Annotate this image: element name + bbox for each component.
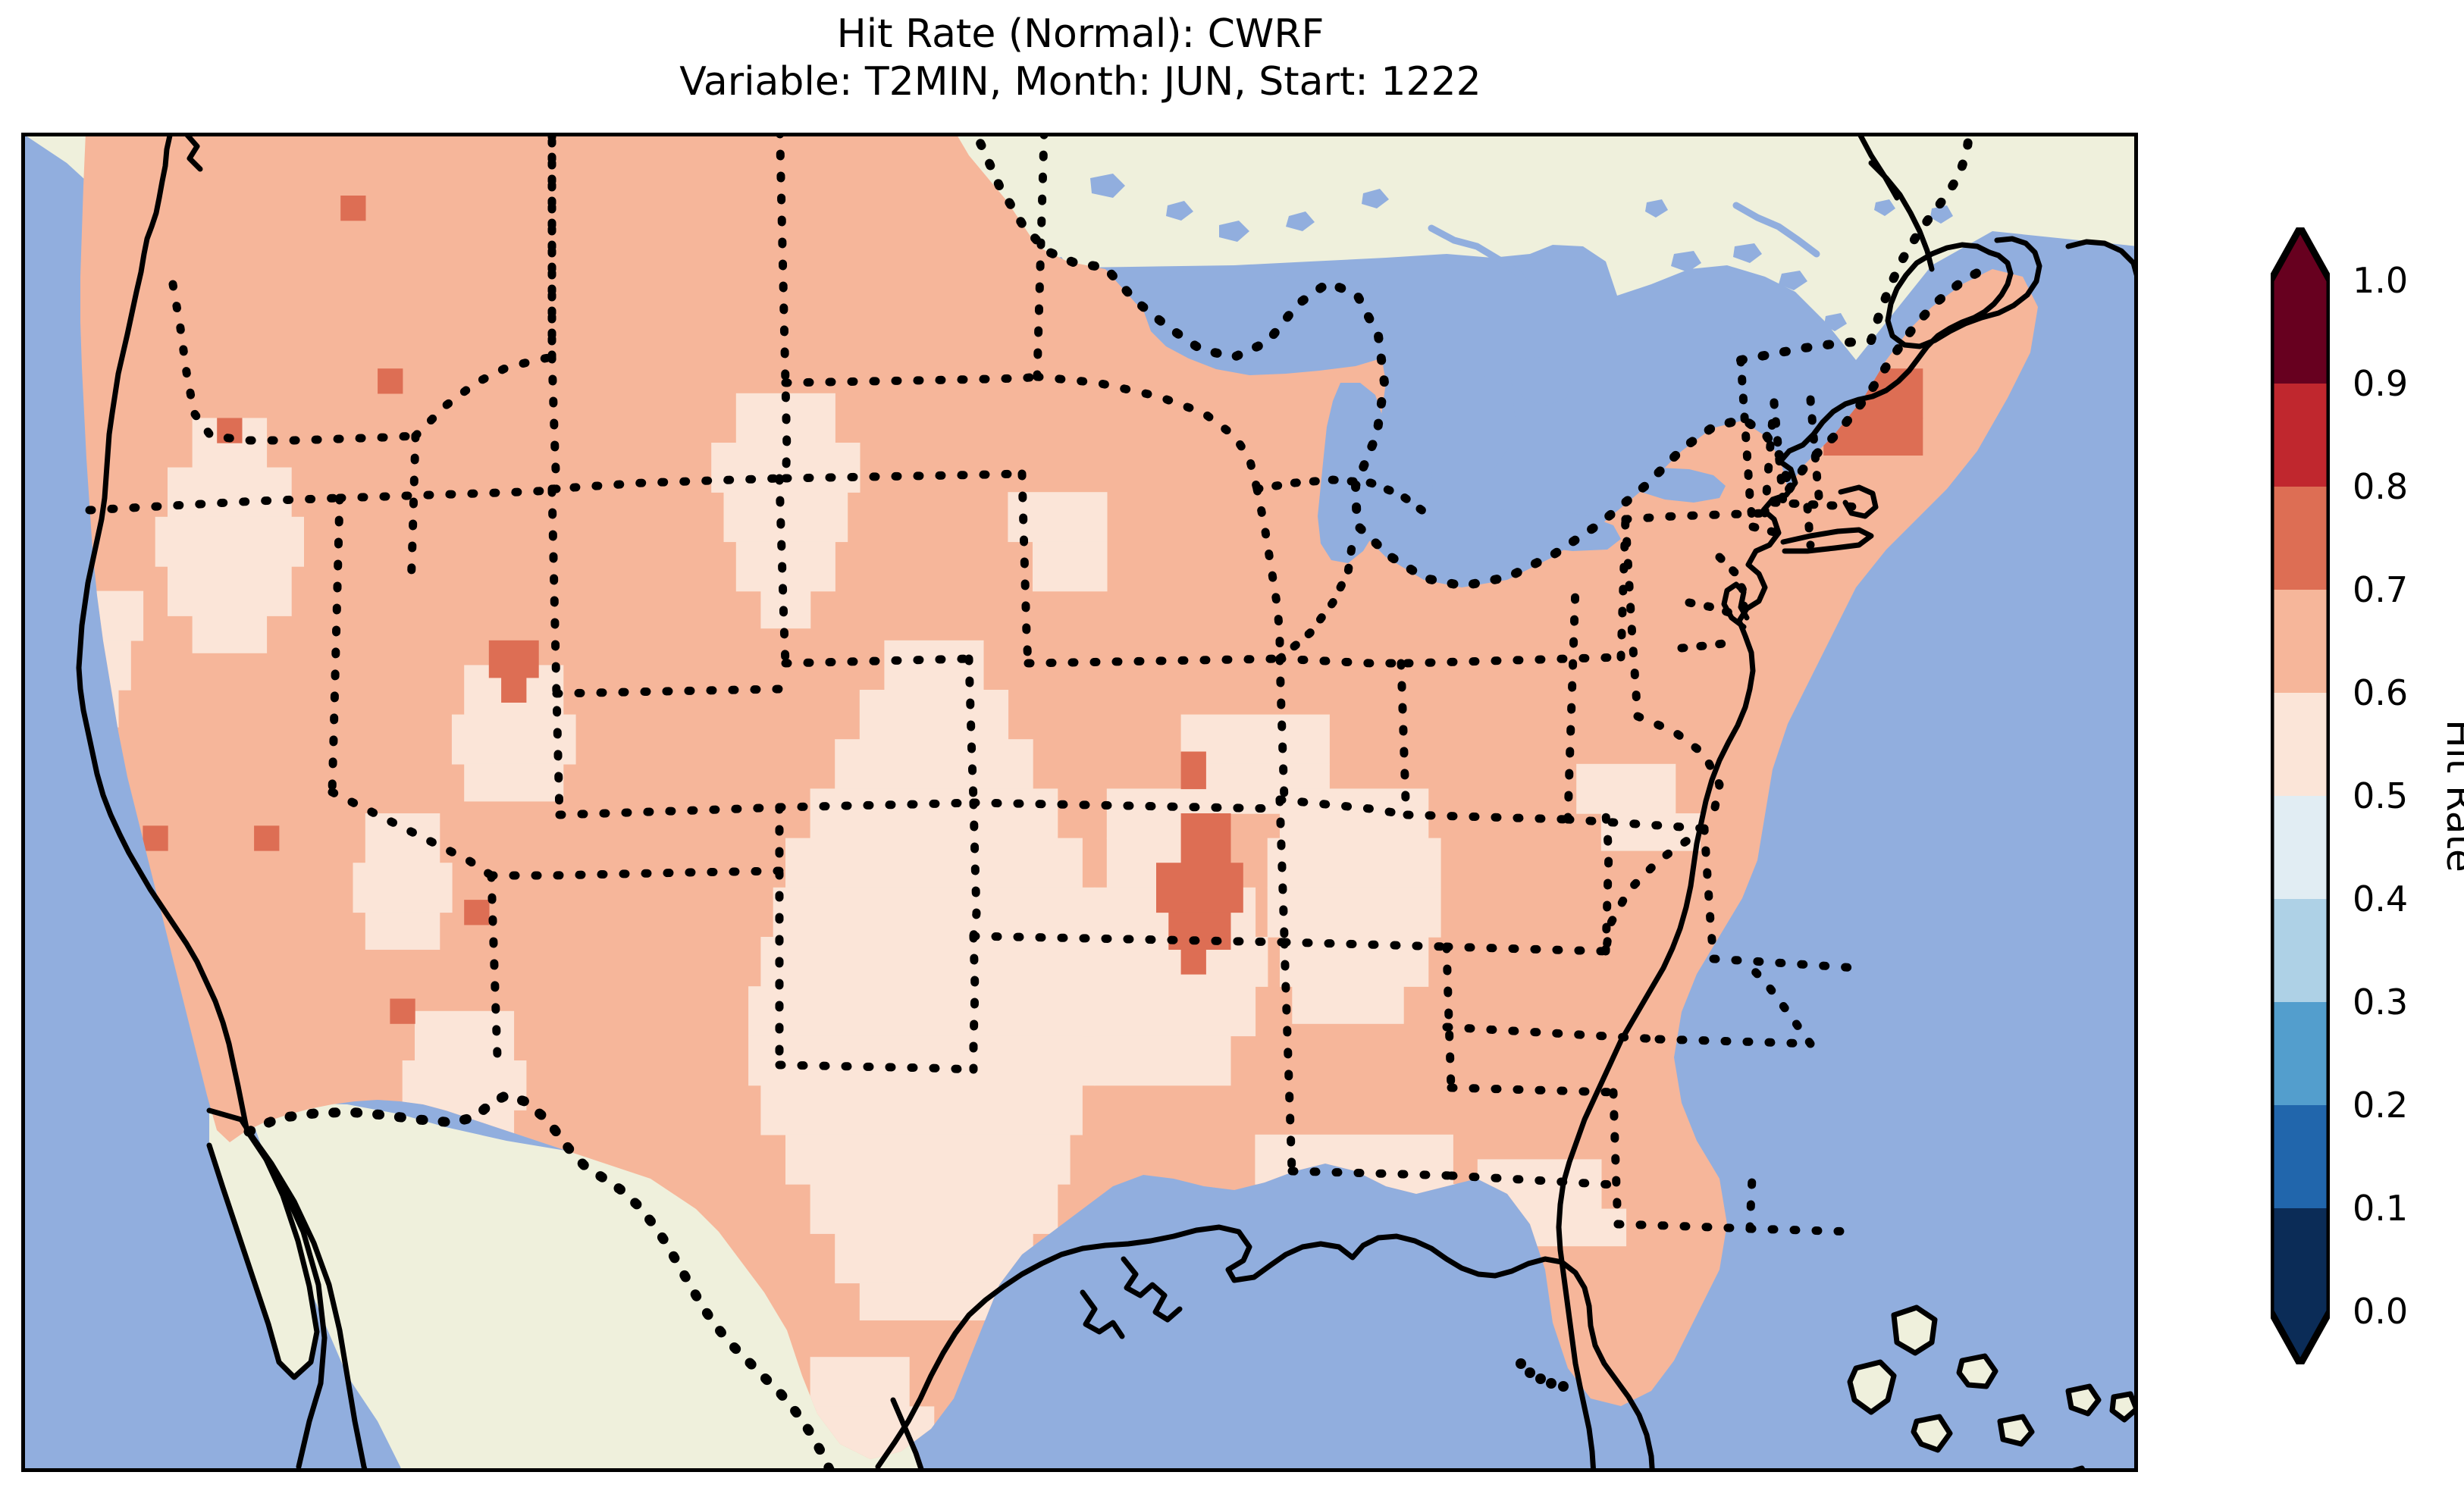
colorbar-tick-0p4: 0.4	[2353, 879, 2409, 919]
title-line-2: Variable: T2MIN, Month: JUN, Start: 1222	[679, 59, 1481, 105]
colorbar-tick-0p3: 0.3	[2353, 982, 2409, 1023]
state-borders-layer	[85, 136, 1994, 1468]
colorbar-tick-0p7: 0.7	[2353, 569, 2409, 610]
colorbar-tick-1p0: 1.0	[2353, 260, 2409, 301]
colorbar-gradient	[2271, 227, 2330, 1364]
title-line-1: Hit Rate (Normal): CWRF	[836, 11, 1324, 57]
colorbar-tick-0p5: 0.5	[2353, 775, 2409, 816]
colorbar-tick-0p1: 0.1	[2353, 1188, 2409, 1229]
colorbar-tick-0p0: 0.0	[2353, 1291, 2409, 1332]
colorbar-tick-0p9: 0.9	[2353, 363, 2409, 404]
colorbar-axis-label: Hit Rate	[2438, 719, 2464, 872]
figure-title: Hit Rate (Normal): CWRF Variable: T2MIN,…	[0, 11, 2161, 107]
map-plot	[25, 136, 2134, 1468]
colorbar-tick-0p6: 0.6	[2353, 672, 2409, 713]
colorbar[interactable]: 1.0 0.9 0.8 0.7 0.6 0.5 0.4 0.3 0.2 0.1 0.0 Hit Ra…	[2271, 227, 2464, 1364]
great-lakes-layer	[1143, 269, 1726, 563]
map-axes	[21, 133, 2138, 1472]
coastline-layer	[76, 136, 2134, 1468]
colorbar-tick-0p2: 0.2	[2353, 1085, 2409, 1126]
colorbar-tick-0p8: 0.8	[2353, 466, 2409, 507]
